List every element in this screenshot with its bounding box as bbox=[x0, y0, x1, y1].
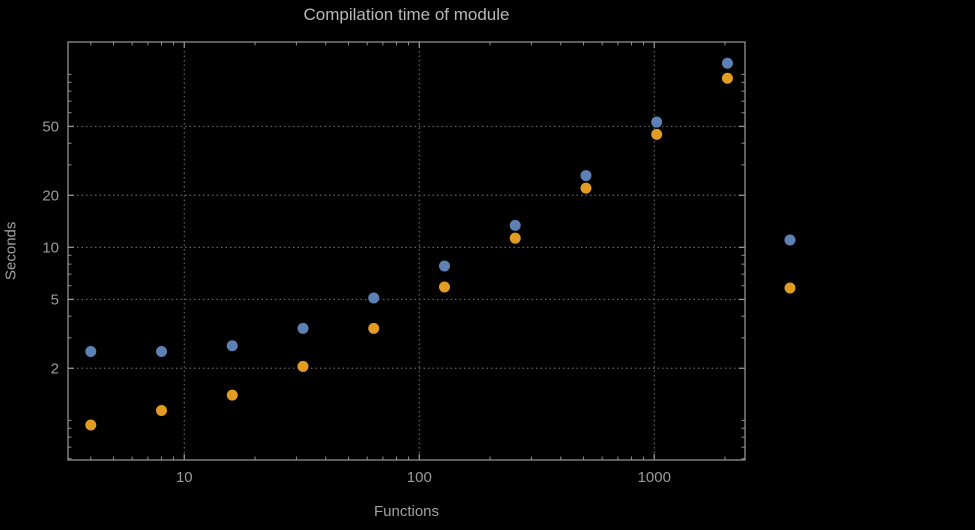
data-point-series-blue bbox=[580, 170, 592, 182]
y-axis-label: Seconds bbox=[2, 221, 20, 281]
y-tick-label: 20 bbox=[42, 187, 59, 204]
legend-marker-series-orange bbox=[784, 282, 796, 294]
data-point-series-orange bbox=[580, 182, 592, 194]
y-tick-label: 10 bbox=[42, 239, 59, 256]
data-point-series-blue bbox=[85, 346, 97, 358]
data-point-series-blue bbox=[368, 292, 380, 304]
data-point-series-blue bbox=[509, 219, 521, 231]
x-tick-label: 1000 bbox=[638, 469, 671, 486]
data-point-series-orange bbox=[721, 72, 733, 84]
plot-frame bbox=[67, 41, 746, 461]
y-tick-label: 5 bbox=[51, 291, 59, 308]
data-point-series-orange bbox=[438, 281, 450, 293]
data-point-series-orange bbox=[297, 360, 309, 372]
legend-marker-series-blue bbox=[784, 234, 796, 246]
data-point-series-blue bbox=[156, 346, 168, 358]
data-point-series-blue bbox=[651, 116, 663, 128]
x-tick-label: 100 bbox=[407, 469, 432, 486]
data-point-series-orange bbox=[226, 389, 238, 401]
data-point-series-orange bbox=[509, 232, 521, 244]
data-point-series-blue bbox=[721, 57, 733, 69]
data-point-series-blue bbox=[297, 322, 309, 334]
data-point-series-blue bbox=[226, 340, 238, 352]
y-tick-label: 2 bbox=[51, 360, 59, 377]
data-point-series-orange bbox=[651, 128, 663, 140]
data-point-series-orange bbox=[85, 419, 97, 431]
x-axis-label: Functions bbox=[373, 503, 440, 520]
x-tick-label: 10 bbox=[176, 469, 193, 486]
data-point-series-orange bbox=[156, 405, 168, 417]
data-point-series-orange bbox=[368, 322, 380, 334]
chart-title: Compilation time of module bbox=[303, 5, 510, 24]
y-tick-label: 50 bbox=[42, 118, 59, 135]
data-point-series-blue bbox=[438, 260, 450, 272]
